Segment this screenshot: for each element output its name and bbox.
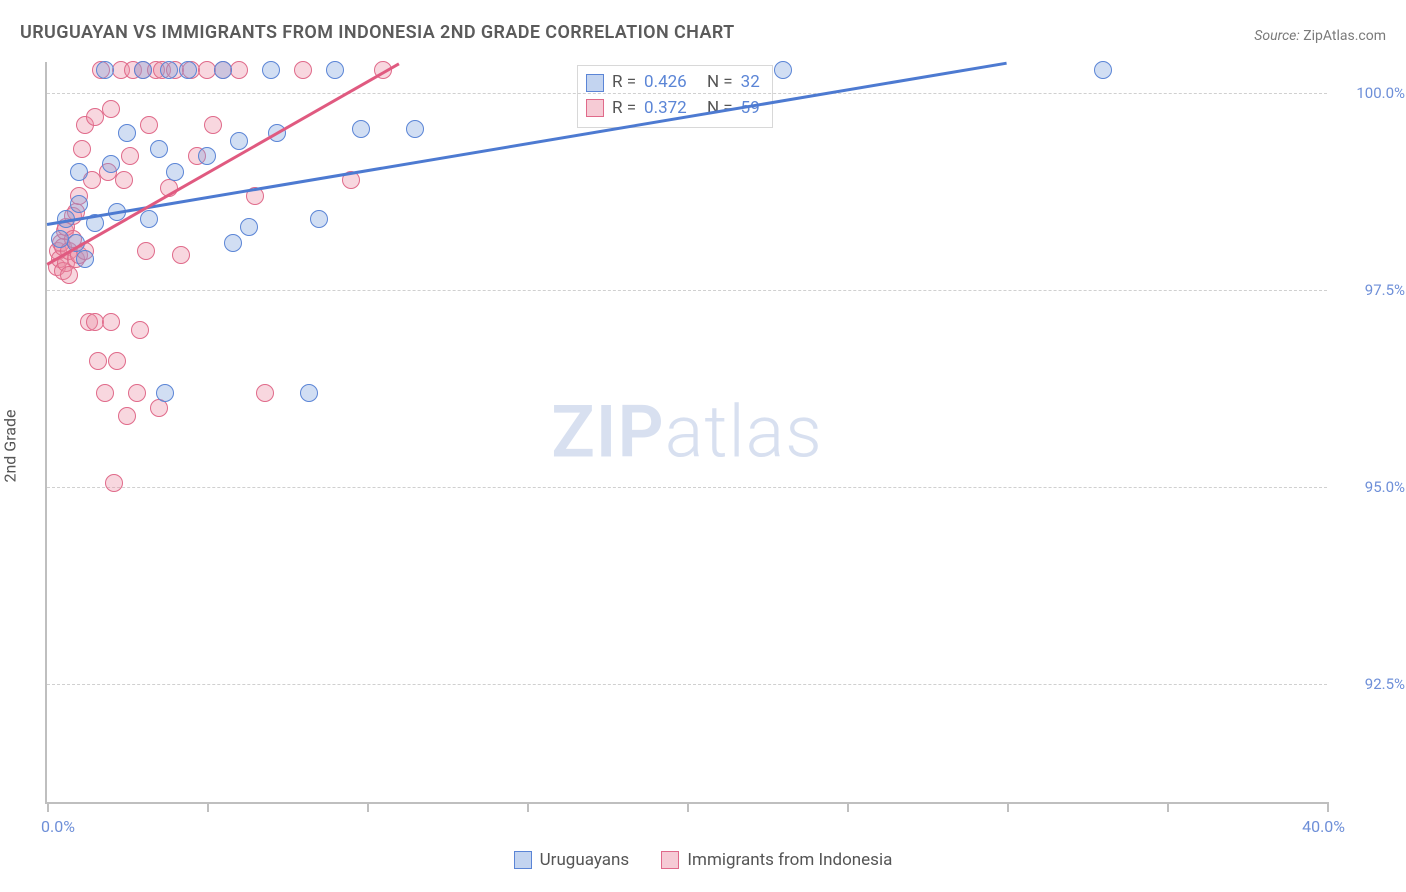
point-indonesia bbox=[256, 384, 274, 402]
x-axis-min-label: 0.0% bbox=[41, 817, 75, 836]
swatch-blue-icon bbox=[586, 74, 604, 92]
y-tick-label: 92.5% bbox=[1365, 675, 1405, 693]
point-uruguayans bbox=[134, 61, 152, 79]
point-indonesia bbox=[172, 246, 190, 264]
swatch-pink-icon bbox=[586, 99, 604, 117]
y-axis-title: 2nd Grade bbox=[1, 409, 20, 482]
point-uruguayans bbox=[166, 163, 184, 181]
point-indonesia bbox=[128, 384, 146, 402]
n-value-blue: 32 bbox=[741, 70, 760, 96]
point-uruguayans bbox=[224, 234, 242, 252]
gridline bbox=[47, 684, 1327, 685]
gridline bbox=[47, 290, 1327, 291]
y-tick-label: 100.0% bbox=[1356, 84, 1405, 102]
y-tick-label: 95.0% bbox=[1365, 478, 1405, 496]
point-indonesia bbox=[131, 321, 149, 339]
x-tick bbox=[207, 802, 209, 812]
x-tick bbox=[367, 802, 369, 812]
point-uruguayans bbox=[102, 155, 120, 173]
point-uruguayans bbox=[774, 61, 792, 79]
regression-line-blue bbox=[47, 62, 1007, 226]
point-indonesia bbox=[73, 140, 91, 158]
scatter-plot-area: ZIPatlas R = 0.426 N = 32 R = 0.372 N = … bbox=[45, 62, 1327, 804]
point-indonesia bbox=[115, 171, 133, 189]
point-uruguayans bbox=[51, 230, 69, 248]
r-value-blue: 0.426 bbox=[644, 70, 687, 96]
point-indonesia bbox=[204, 116, 222, 134]
legend-item-blue: Uruguayans bbox=[514, 850, 630, 870]
r-label: R = bbox=[612, 70, 636, 96]
point-uruguayans bbox=[198, 147, 216, 165]
x-tick bbox=[527, 802, 529, 812]
x-tick bbox=[687, 802, 689, 812]
point-indonesia bbox=[230, 61, 248, 79]
bottom-legend: Uruguayans Immigrants from Indonesia bbox=[0, 850, 1406, 874]
point-uruguayans bbox=[160, 61, 178, 79]
chart-title: URUGUAYAN VS IMMIGRANTS FROM INDONESIA 2… bbox=[20, 22, 735, 43]
point-uruguayans bbox=[76, 250, 94, 268]
point-uruguayans bbox=[406, 120, 424, 138]
source-label: Source: bbox=[1254, 28, 1299, 44]
x-axis-max-label: 40.0% bbox=[1302, 817, 1345, 836]
gridline bbox=[47, 93, 1327, 94]
point-indonesia bbox=[60, 266, 78, 284]
x-tick bbox=[1167, 802, 1169, 812]
x-tick bbox=[847, 802, 849, 812]
n-label: N = bbox=[707, 70, 733, 96]
x-tick bbox=[47, 802, 49, 812]
point-indonesia bbox=[294, 61, 312, 79]
point-indonesia bbox=[108, 352, 126, 370]
point-uruguayans bbox=[352, 120, 370, 138]
point-indonesia bbox=[137, 242, 155, 260]
point-uruguayans bbox=[70, 163, 88, 181]
legend-label-pink: Immigrants from Indonesia bbox=[687, 850, 892, 870]
point-indonesia bbox=[150, 399, 168, 417]
watermark-bold: ZIP bbox=[551, 390, 664, 475]
r-label: R = bbox=[612, 96, 636, 122]
point-indonesia bbox=[96, 384, 114, 402]
point-uruguayans bbox=[326, 61, 344, 79]
source-credit: Source: ZipAtlas.com bbox=[1254, 28, 1386, 44]
legend-item-pink: Immigrants from Indonesia bbox=[661, 850, 892, 870]
gridline bbox=[47, 487, 1327, 488]
point-uruguayans bbox=[240, 218, 258, 236]
point-indonesia bbox=[121, 147, 139, 165]
point-uruguayans bbox=[96, 61, 114, 79]
point-uruguayans bbox=[1094, 61, 1112, 79]
swatch-blue-icon bbox=[514, 851, 532, 869]
point-indonesia bbox=[140, 116, 158, 134]
swatch-pink-icon bbox=[661, 851, 679, 869]
watermark-logo: ZIPatlas bbox=[551, 390, 823, 475]
point-uruguayans bbox=[140, 210, 158, 228]
point-uruguayans bbox=[214, 61, 232, 79]
source-value: ZipAtlas.com bbox=[1303, 28, 1386, 44]
point-indonesia bbox=[105, 474, 123, 492]
point-uruguayans bbox=[179, 61, 197, 79]
watermark-rest: atlas bbox=[665, 390, 823, 475]
stats-row-blue: R = 0.426 N = 32 bbox=[586, 70, 760, 96]
point-uruguayans bbox=[230, 132, 248, 150]
point-uruguayans bbox=[156, 384, 174, 402]
point-uruguayans bbox=[262, 61, 280, 79]
point-uruguayans bbox=[150, 140, 168, 158]
point-indonesia bbox=[89, 352, 107, 370]
point-uruguayans bbox=[310, 210, 328, 228]
point-indonesia bbox=[118, 407, 136, 425]
point-uruguayans bbox=[300, 384, 318, 402]
point-indonesia bbox=[102, 313, 120, 331]
x-tick bbox=[1007, 802, 1009, 812]
point-uruguayans bbox=[118, 124, 136, 142]
point-uruguayans bbox=[70, 195, 88, 213]
x-tick bbox=[1327, 802, 1329, 812]
point-indonesia bbox=[102, 100, 120, 118]
y-tick-label: 97.5% bbox=[1365, 281, 1405, 299]
legend-label-blue: Uruguayans bbox=[540, 850, 630, 870]
